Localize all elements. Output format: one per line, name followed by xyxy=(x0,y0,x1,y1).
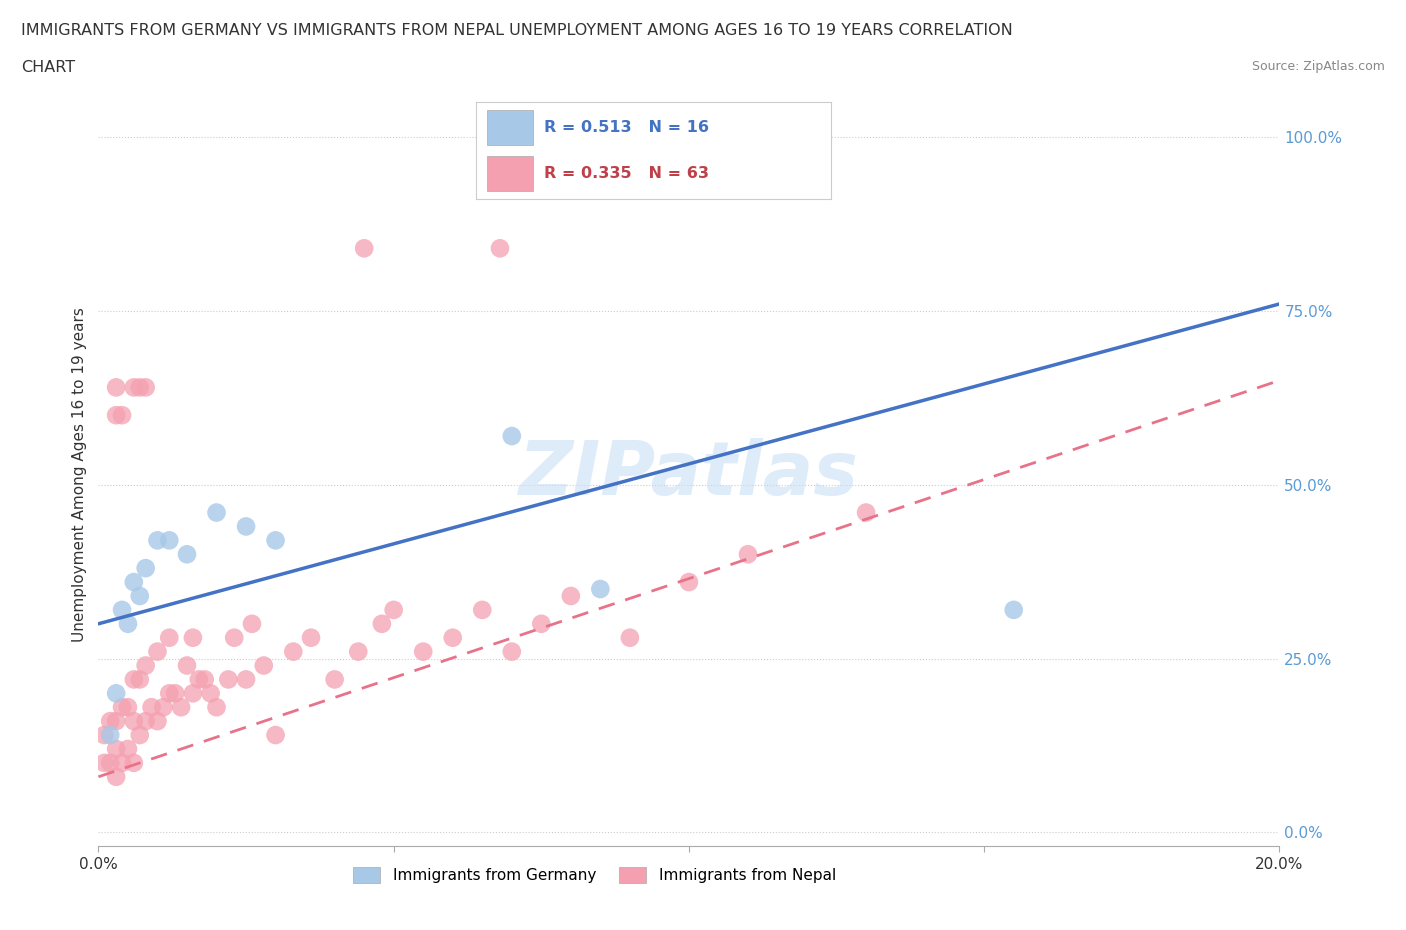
Y-axis label: Unemployment Among Ages 16 to 19 years: Unemployment Among Ages 16 to 19 years xyxy=(72,307,87,642)
Text: ZIPatlas: ZIPatlas xyxy=(519,438,859,511)
Point xyxy=(353,241,375,256)
Point xyxy=(1002,603,1025,618)
Point xyxy=(117,699,139,714)
Point xyxy=(264,727,287,742)
Legend: Immigrants from Germany, Immigrants from Nepal: Immigrants from Germany, Immigrants from… xyxy=(346,859,844,891)
Point xyxy=(323,672,346,687)
Point xyxy=(105,380,128,395)
Point xyxy=(135,713,157,728)
Point xyxy=(501,644,523,659)
Point xyxy=(98,713,121,728)
Point xyxy=(224,631,246,645)
Point xyxy=(560,589,582,604)
Point xyxy=(619,631,641,645)
Point xyxy=(200,686,222,701)
Point xyxy=(205,505,228,520)
Point xyxy=(589,581,612,596)
Point xyxy=(181,686,204,701)
Point xyxy=(217,672,239,687)
Point xyxy=(194,672,217,687)
Point xyxy=(678,575,700,590)
Point xyxy=(117,617,139,631)
Point xyxy=(157,533,180,548)
Point xyxy=(111,603,134,618)
Point xyxy=(105,769,128,784)
Point xyxy=(128,589,150,604)
Point xyxy=(105,407,128,422)
Point xyxy=(111,755,134,770)
Point xyxy=(489,241,512,256)
Text: IMMIGRANTS FROM GERMANY VS IMMIGRANTS FROM NEPAL UNEMPLOYMENT AMONG AGES 16 TO 1: IMMIGRANTS FROM GERMANY VS IMMIGRANTS FR… xyxy=(21,23,1012,38)
Point xyxy=(412,644,434,659)
Point xyxy=(93,727,115,742)
Point xyxy=(176,547,198,562)
Point xyxy=(264,533,287,548)
Point xyxy=(122,380,145,395)
Point xyxy=(181,631,204,645)
Point xyxy=(165,686,187,701)
Point xyxy=(235,519,257,534)
Point xyxy=(122,575,145,590)
Point xyxy=(382,603,405,618)
Point xyxy=(111,407,134,422)
Point xyxy=(471,603,494,618)
Point xyxy=(146,644,169,659)
Point xyxy=(205,699,228,714)
Point xyxy=(441,631,464,645)
Text: CHART: CHART xyxy=(21,60,75,75)
Point xyxy=(117,741,139,756)
Point xyxy=(128,672,150,687)
Text: Source: ZipAtlas.com: Source: ZipAtlas.com xyxy=(1251,60,1385,73)
Point xyxy=(135,658,157,673)
Point xyxy=(122,713,145,728)
Point xyxy=(855,505,877,520)
Point xyxy=(501,429,523,444)
Point xyxy=(371,617,394,631)
Point xyxy=(122,755,145,770)
Point xyxy=(235,672,257,687)
Point xyxy=(105,686,128,701)
Point xyxy=(157,686,180,701)
Point xyxy=(128,380,150,395)
Point xyxy=(93,755,115,770)
Point xyxy=(122,672,145,687)
Point xyxy=(111,699,134,714)
Point xyxy=(105,713,128,728)
Point xyxy=(253,658,276,673)
Point xyxy=(170,699,193,714)
Point xyxy=(347,644,370,659)
Point xyxy=(146,533,169,548)
Point xyxy=(530,617,553,631)
Point xyxy=(176,658,198,673)
Point xyxy=(128,727,150,742)
Point xyxy=(141,699,163,714)
Point xyxy=(146,713,169,728)
Point xyxy=(135,561,157,576)
Point xyxy=(135,380,157,395)
Point xyxy=(98,755,121,770)
Point xyxy=(157,631,180,645)
Point xyxy=(98,727,121,742)
Point xyxy=(105,741,128,756)
Point xyxy=(240,617,263,631)
Point xyxy=(299,631,322,645)
Point xyxy=(283,644,305,659)
Point xyxy=(737,547,759,562)
Point xyxy=(187,672,209,687)
Point xyxy=(152,699,174,714)
